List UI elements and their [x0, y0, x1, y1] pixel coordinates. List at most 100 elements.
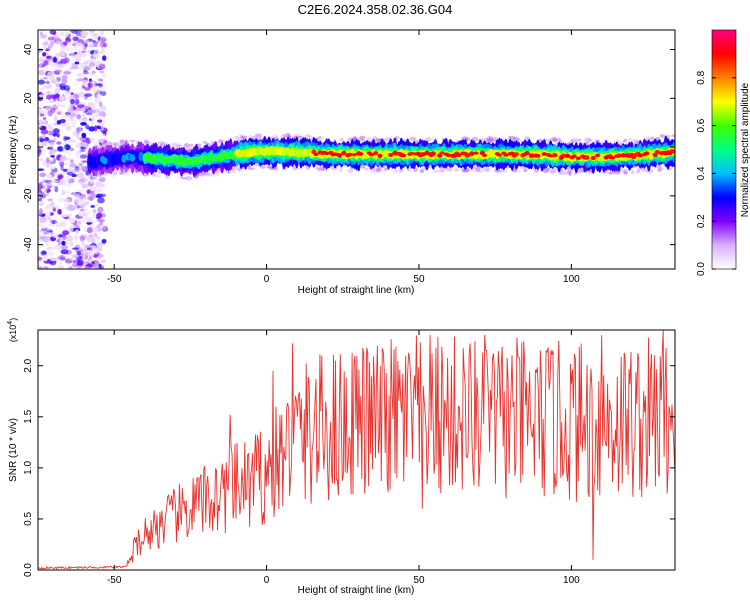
noise-speckle	[76, 127, 81, 134]
noise-speckle	[93, 218, 98, 223]
noise-speckle	[47, 233, 52, 237]
noise-speckle	[38, 119, 43, 125]
noise-speckle	[53, 66, 60, 71]
snr-frame	[37, 329, 676, 571]
ridge-cell	[524, 150, 530, 156]
noise-speckle	[98, 110, 106, 117]
noise-speckle	[70, 65, 79, 70]
ridge-halo	[247, 165, 252, 170]
noise-speckle	[68, 167, 72, 172]
noise-speckle	[103, 42, 107, 48]
noise-speckle	[80, 107, 86, 113]
noise-speckle	[84, 244, 91, 248]
noise-speckle	[58, 208, 62, 215]
noise-speckle	[65, 125, 71, 131]
noise-speckle	[40, 236, 45, 240]
noise-speckle	[39, 226, 47, 230]
ridge-halo	[618, 141, 624, 145]
noise-speckle	[47, 45, 51, 51]
noise-speckle	[61, 206, 66, 210]
noise-speckle	[49, 145, 54, 150]
noise-speckle	[60, 249, 69, 255]
noise-speckle	[55, 260, 63, 265]
ridge-halo	[641, 169, 649, 172]
ridge-halo	[215, 171, 220, 177]
noise-speckle	[62, 150, 69, 154]
noise-speckle	[94, 97, 102, 104]
noise-speckle	[91, 211, 98, 218]
ridge-halo	[111, 141, 116, 146]
snr-x-ticks: -50 0 50 100	[107, 330, 580, 586]
noise-speckle	[70, 92, 74, 96]
noise-speckle	[39, 31, 43, 36]
ridge-halo	[475, 167, 481, 172]
colorbar-tick-label: 0.8	[696, 70, 707, 84]
ridge-cell	[324, 151, 330, 156]
noise-speckle	[38, 57, 46, 63]
noise-speckle	[93, 254, 98, 258]
noise-speckle	[99, 36, 107, 43]
noise-speckle	[79, 234, 88, 240]
ridge-halo	[517, 166, 525, 169]
noise-speckle	[79, 166, 87, 170]
ridge-cell	[473, 151, 479, 155]
noise-speckle	[67, 213, 72, 218]
noise-speckle	[55, 40, 59, 44]
noise-speckle	[39, 87, 45, 91]
ridge-cell	[616, 153, 622, 158]
noise-speckle	[80, 154, 88, 159]
noise-speckle	[56, 141, 62, 145]
noise-speckle	[96, 236, 101, 240]
ridge-cell	[594, 153, 601, 158]
ridge-halo	[409, 136, 417, 141]
noise-speckle	[74, 98, 80, 106]
ridge-cell	[654, 150, 660, 155]
noise-speckle	[44, 66, 49, 73]
noise-speckle	[75, 56, 81, 62]
ridge-cell	[456, 152, 462, 158]
noise-speckle	[83, 229, 88, 233]
ridge-cell	[121, 154, 127, 163]
noise-speckle	[42, 117, 47, 120]
noise-speckle	[76, 189, 83, 193]
noise-speckle	[71, 173, 77, 178]
noise-speckle	[57, 264, 64, 269]
ridge-halo	[433, 169, 441, 174]
noise-speckle	[75, 229, 79, 235]
noise-speckle	[56, 120, 62, 125]
noise-speckle	[73, 40, 77, 46]
ridge-cell	[464, 152, 471, 158]
spectrogram-y-tick-label: 40	[23, 44, 34, 56]
ridge-halo	[113, 171, 117, 176]
ridge-halo	[569, 169, 576, 172]
noise-speckle	[54, 87, 61, 94]
noise-speckle	[38, 266, 43, 269]
ridge-cell	[503, 153, 509, 157]
noise-speckle	[83, 61, 89, 65]
noise-speckle	[59, 47, 67, 52]
noise-speckle	[50, 79, 59, 84]
noise-speckle	[78, 162, 83, 167]
ridge-cell	[671, 150, 675, 154]
noise-speckle	[47, 43, 54, 49]
ridge-cell	[571, 154, 577, 158]
ridge-halo	[561, 170, 568, 176]
ridge-cell	[481, 153, 488, 157]
noise-speckle	[92, 209, 97, 213]
noise-speckle	[48, 217, 52, 221]
ridge-halo	[286, 135, 291, 139]
noise-speckle	[47, 223, 56, 227]
noise-speckle	[52, 232, 58, 239]
noise-speckle	[82, 196, 88, 200]
colorbar-tick-label: 0.0	[696, 262, 707, 276]
noise-speckle	[99, 49, 106, 54]
noise-speckle	[63, 198, 72, 203]
noise-speckle	[68, 53, 76, 57]
noise-speckle	[54, 265, 63, 269]
ridge-cell	[445, 153, 451, 158]
noise-speckle	[43, 41, 49, 46]
noise-speckle	[88, 62, 96, 67]
noise-speckle	[90, 58, 97, 64]
noise-speckle	[68, 218, 76, 224]
noise-speckle	[67, 108, 75, 114]
